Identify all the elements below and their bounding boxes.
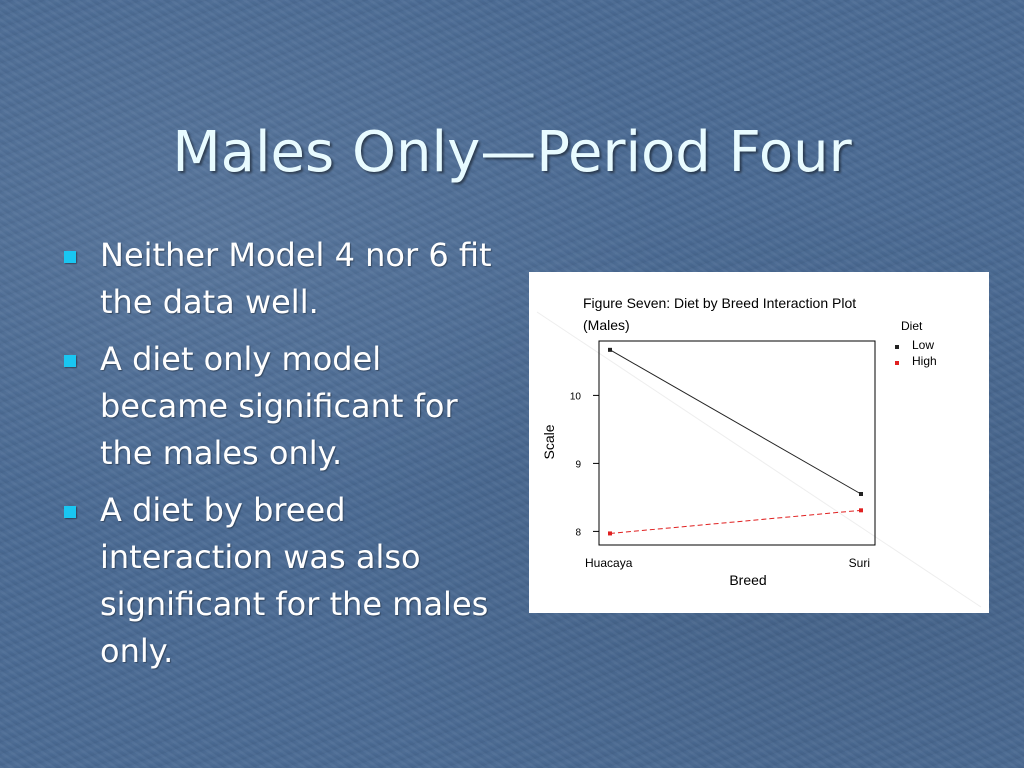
series-layer: [608, 347, 863, 536]
y-tick-label: 10: [570, 391, 582, 402]
plot-frame: [598, 340, 876, 546]
data-point-low: [859, 492, 863, 496]
legend-title: Diet: [901, 319, 923, 333]
legend-marker: [895, 361, 899, 365]
bullet-item: Neither Model 4 nor 6 fit the data well.: [62, 232, 502, 326]
axis-layer: 8 9 10 Huacaya Suri: [570, 391, 870, 570]
interaction-plot: Figure Seven: Diet by Breed Interaction …: [529, 272, 989, 613]
chart-title-line-1: Figure Seven: Diet by Breed Interaction …: [583, 295, 857, 311]
legend: Diet Low High: [895, 319, 937, 368]
bullet-item: A diet by breed interaction was also sig…: [62, 487, 502, 675]
chart-canvas: 8 9 10 Huacaya Suri Diet Low High Breed Scale: [536, 311, 982, 608]
series-line-low: [609, 349, 862, 495]
legend-marker: [895, 345, 899, 349]
background-streak: [536, 311, 982, 608]
data-point-high: [859, 508, 863, 513]
square-bullet-icon: [64, 506, 76, 518]
x-tick-label: Suri: [849, 556, 870, 570]
y-tick-label: 9: [575, 459, 581, 470]
y-axis-label: Scale: [541, 424, 557, 459]
series-line-high: [609, 509, 862, 534]
legend-label: High: [912, 354, 937, 368]
x-axis-label: Breed: [729, 572, 766, 588]
chart-title-line-2: (Males): [583, 317, 630, 333]
data-point-high: [608, 531, 612, 536]
y-tick-label: 8: [575, 527, 581, 538]
square-bullet-icon: [64, 355, 76, 367]
bullet-text: A diet only model became significant for…: [100, 340, 458, 472]
bullet-text: Neither Model 4 nor 6 fit the data well.: [100, 236, 492, 321]
square-bullet-icon: [64, 251, 76, 263]
data-point-low: [608, 347, 612, 352]
bullet-list: Neither Model 4 nor 6 fit the data well.…: [62, 232, 502, 685]
bullet-item: A diet only model became significant for…: [62, 336, 502, 477]
bullet-text: A diet by breed interaction was also sig…: [100, 491, 489, 670]
chart-title: Figure Seven: Diet by Breed Interaction …: [583, 292, 903, 336]
legend-label: Low: [912, 338, 934, 352]
slide-title: Males Only—Period Four: [172, 119, 852, 185]
x-tick-label: Huacaya: [585, 556, 633, 570]
